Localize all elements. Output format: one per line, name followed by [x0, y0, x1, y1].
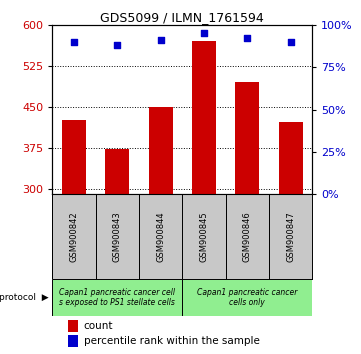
Text: Capan1 pancreatic cancer
cells only: Capan1 pancreatic cancer cells only: [197, 288, 297, 307]
Point: [288, 39, 293, 45]
Point: [114, 42, 120, 48]
Text: percentile rank within the sample: percentile rank within the sample: [83, 336, 260, 346]
Bar: [96, 194, 139, 279]
Bar: [226, 194, 269, 279]
Bar: [182, 279, 312, 316]
Bar: [68, 335, 78, 347]
Point: [158, 37, 164, 43]
Text: Capan1 pancreatic cancer cell
s exposed to PS1 stellate cells: Capan1 pancreatic cancer cell s exposed …: [59, 288, 175, 307]
Bar: [269, 194, 312, 279]
Bar: [68, 320, 78, 332]
Bar: [149, 107, 173, 194]
Point: [244, 35, 250, 41]
Text: GSM900844: GSM900844: [156, 211, 165, 262]
Point: [71, 39, 77, 45]
Title: GDS5099 / ILMN_1761594: GDS5099 / ILMN_1761594: [100, 11, 264, 24]
Bar: [52, 194, 96, 279]
Bar: [192, 41, 216, 194]
Bar: [62, 120, 86, 194]
Text: count: count: [83, 321, 113, 331]
Point: [201, 30, 207, 36]
Text: GSM900845: GSM900845: [200, 211, 208, 262]
Bar: [139, 194, 182, 279]
Bar: [235, 82, 259, 194]
Text: GSM900842: GSM900842: [70, 211, 78, 262]
Bar: [182, 194, 226, 279]
Text: GSM900847: GSM900847: [286, 211, 295, 262]
Text: protocol  ▶: protocol ▶: [0, 293, 49, 302]
Bar: [279, 122, 303, 194]
Text: GSM900846: GSM900846: [243, 211, 252, 262]
Bar: [52, 279, 182, 316]
Text: GSM900843: GSM900843: [113, 211, 122, 262]
Bar: [105, 149, 129, 194]
